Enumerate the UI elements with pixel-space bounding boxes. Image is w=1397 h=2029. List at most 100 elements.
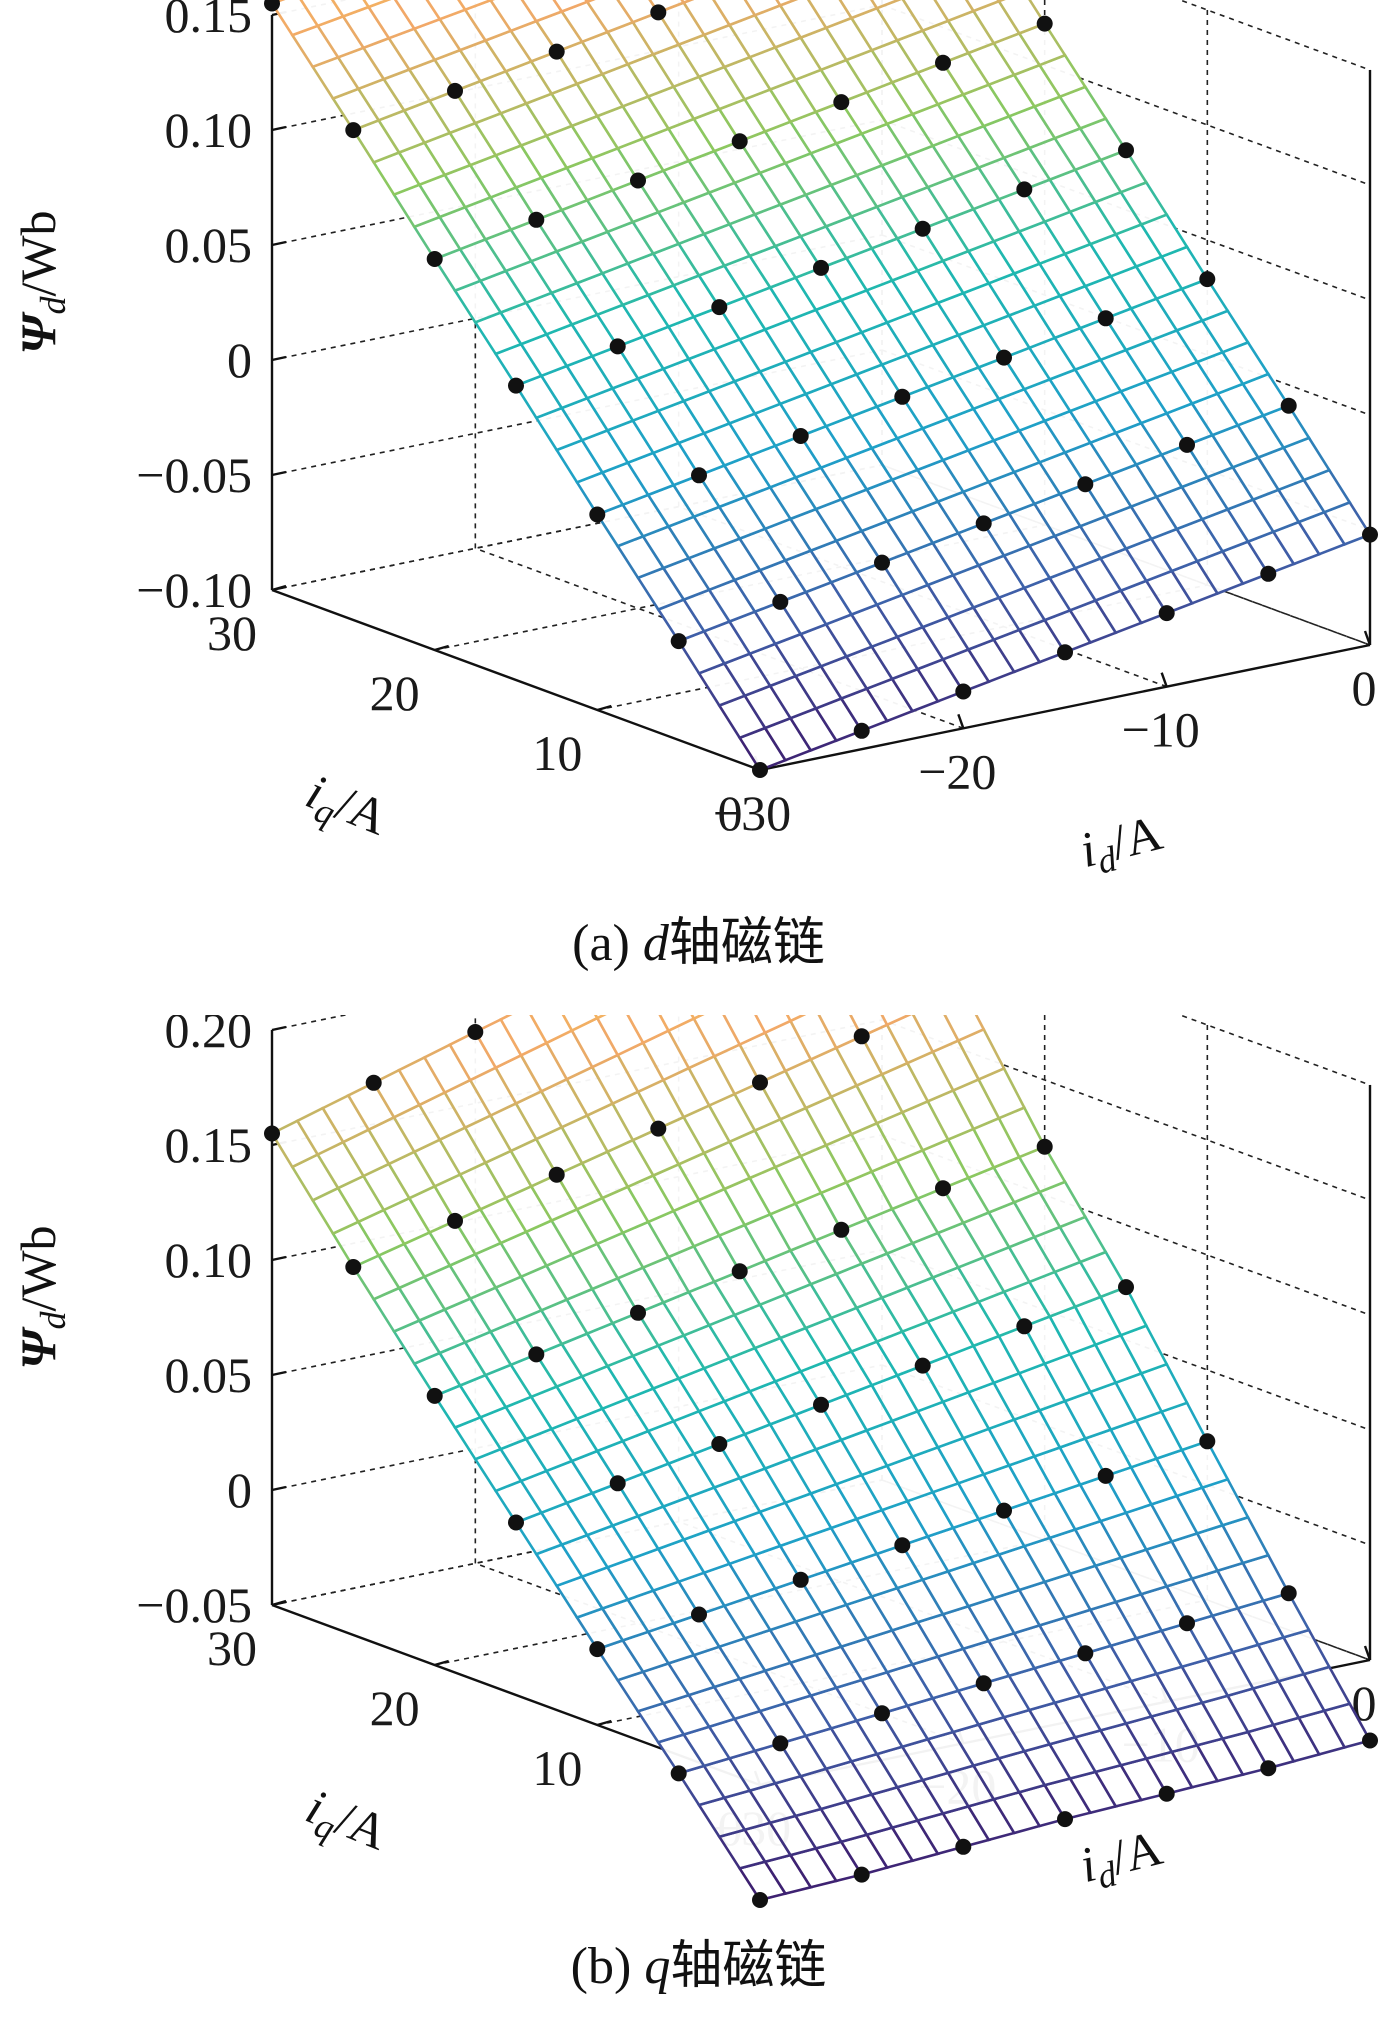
mesh-cell (529, 1015, 574, 1045)
data-point (447, 1212, 463, 1229)
data-point (996, 1502, 1012, 1519)
mesh-cell (785, 1015, 807, 1023)
data-point (1179, 436, 1195, 453)
z-tick-label: −0.05 (136, 1577, 252, 1633)
mesh-cell (520, 0, 564, 23)
mesh-cell (965, 0, 1001, 13)
data-points (264, 0, 1378, 778)
data-point (1362, 1732, 1378, 1749)
caption-prefix: (a) (572, 915, 643, 972)
caption-suffix: 轴磁链 (668, 915, 825, 972)
data-point (670, 633, 687, 650)
data-point (792, 1571, 809, 1588)
data-point (711, 299, 728, 316)
y-tick-label: 0 (718, 785, 743, 841)
mesh-cell (658, 1015, 696, 1033)
y-tick-label: 10 (532, 1740, 582, 1796)
data-point (548, 1166, 565, 1183)
mesh-cell (585, 0, 635, 34)
data-point (1097, 310, 1114, 327)
mesh-cell (933, 0, 976, 23)
z-tick-label: 0.15 (165, 0, 253, 43)
data-point (1362, 526, 1378, 543)
y-tick-mark (597, 704, 612, 712)
surface-plot-b: −0.0500.050.100.150.20−30−20−1000102030Ψ… (10, 1015, 1378, 1908)
z-tick-mark (271, 1025, 287, 1032)
data-point (914, 1357, 931, 1374)
data-point (955, 683, 972, 700)
data-point (528, 211, 545, 228)
data-point (589, 506, 606, 523)
data-point (1280, 1585, 1297, 1602)
data-point (1097, 1467, 1114, 1484)
mesh-cell (594, 1015, 607, 1020)
data-point (1036, 15, 1053, 32)
data-point (833, 1221, 850, 1238)
data-point (1158, 1785, 1175, 1802)
mesh-cell (880, 1015, 912, 1027)
mesh-cell (712, 0, 757, 27)
mesh-cell (775, 0, 798, 7)
data-point (1118, 1279, 1134, 1296)
data-point (1036, 1138, 1053, 1155)
z-tick-label: 0.05 (165, 1347, 253, 1403)
data-point (752, 1892, 768, 1908)
data-point (467, 1024, 484, 1040)
data-point (853, 1866, 870, 1883)
mesh-cell (595, 1015, 645, 1057)
z-tick-mark (271, 355, 287, 362)
y-tick-mark (597, 1719, 612, 1727)
mesh-cell (561, 1015, 600, 1033)
data-point (955, 1838, 972, 1855)
data-point (772, 1735, 789, 1752)
data-point (894, 1537, 911, 1554)
data-point (508, 1514, 524, 1531)
data-point (1199, 1433, 1216, 1450)
y-tick-mark (271, 584, 287, 592)
data-point (853, 722, 870, 739)
data-point (975, 1675, 992, 1692)
data-point (874, 554, 890, 571)
mesh-cell (807, 0, 854, 30)
data-point (792, 428, 809, 444)
mesh-cell (870, 0, 902, 10)
x-tick-label: −10 (1122, 702, 1200, 758)
z-tick-label: 0 (227, 332, 252, 388)
data-point (894, 388, 911, 405)
data-point (609, 338, 626, 355)
data-point (1158, 605, 1175, 622)
z-tick-label: 0.15 (165, 1117, 253, 1173)
x-tick-mark (1160, 672, 1168, 688)
mesh-cell (911, 1015, 961, 1054)
data-point (1280, 397, 1297, 414)
caption-var: d (642, 915, 669, 972)
data-point (711, 1436, 728, 1452)
x-tick-label: −30 (713, 785, 791, 841)
mesh-cell (743, 0, 783, 17)
data-point (1077, 476, 1094, 493)
z-tick-label: 0.10 (165, 1232, 253, 1288)
z-tick-label: −0.05 (136, 447, 252, 503)
z-gridline (1177, 0, 1371, 71)
data-point (813, 1396, 829, 1413)
z-gridline (881, 1134, 1371, 1316)
data-point (996, 349, 1012, 366)
mesh-cell (626, 1015, 671, 1045)
data-point (447, 82, 463, 99)
y-floor-gridline (271, 464, 883, 591)
mesh-cell (722, 1015, 767, 1047)
caption-var: q (644, 1938, 671, 1995)
data-point (1260, 1760, 1277, 1777)
data-point (691, 467, 707, 484)
data-points (264, 1024, 1378, 1908)
mesh-cell (552, 0, 590, 14)
mesh-cell (901, 0, 951, 33)
mesh-cell (690, 1015, 705, 1021)
data-point (914, 220, 931, 237)
x-axis-label: id/A (1074, 1819, 1169, 1900)
data-point (731, 133, 748, 150)
data-point (752, 1074, 768, 1091)
x-tick-label: −20 (918, 743, 996, 799)
y-tick-label: 10 (532, 725, 582, 781)
mesh-cell (366, 0, 417, 40)
